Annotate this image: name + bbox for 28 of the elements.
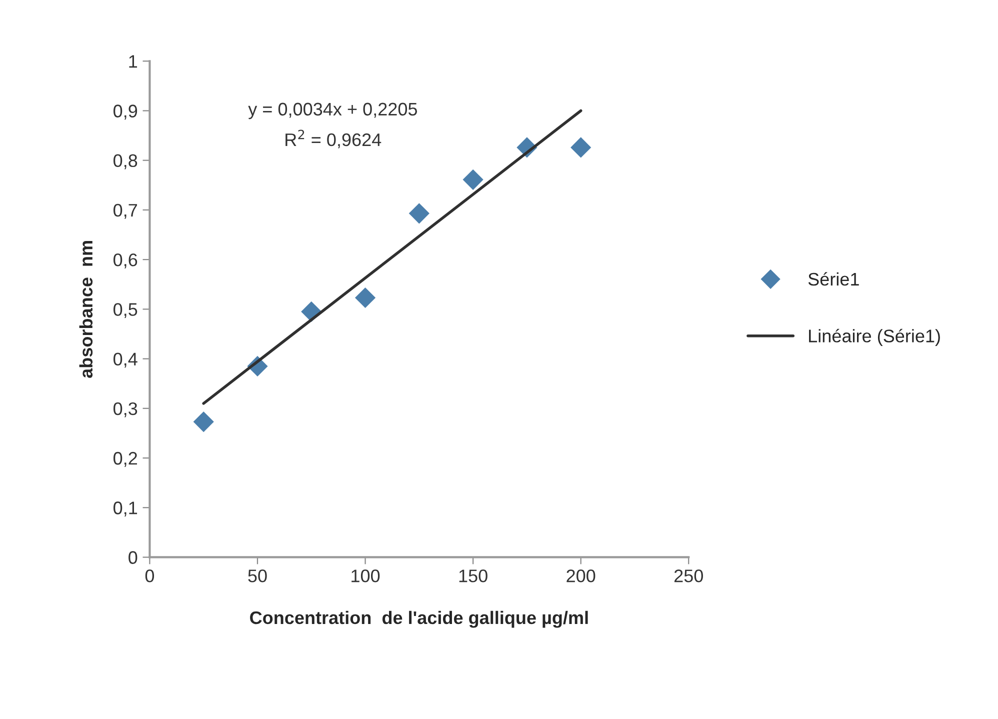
- y-tick-label: 0,6: [114, 253, 138, 268]
- annotation: y = 0,0034x + 0,2205: [248, 102, 418, 120]
- x-tick-label: 200: [566, 570, 596, 582]
- x-tick-label: 250: [674, 570, 703, 582]
- point: [193, 411, 214, 432]
- x-tick-label: 0: [145, 570, 154, 582]
- y-tick-label: 0,2: [114, 452, 137, 467]
- legend-label: Série1: [808, 272, 859, 286]
- y-axis-title: absorbance nm: [79, 241, 93, 378]
- point: [354, 287, 376, 308]
- point: [570, 137, 592, 158]
- y-tick-label: 0,5: [114, 303, 138, 318]
- x-tick-label: 50: [248, 570, 267, 582]
- x-tick-label: 100: [352, 570, 380, 582]
- point: [462, 169, 484, 190]
- y-tick-label: 0,9: [114, 104, 138, 120]
- y-tick-label: 0: [128, 551, 138, 564]
- y-tick-label: 0,1: [114, 502, 138, 516]
- point: [408, 203, 430, 224]
- y-tick-label: 0,7: [114, 204, 137, 219]
- y-tick-label: 0,8: [114, 154, 138, 170]
- x-axis-title: Concentration de l'acide gallique µg/ml: [250, 610, 588, 628]
- legend-label: Linéaire (Série1): [809, 328, 940, 346]
- y-tick-label: 0,4: [114, 352, 138, 368]
- annotation: R$^{2}$ = 0,9624: [286, 130, 382, 148]
- y-tick-label: 0,3: [114, 402, 138, 418]
- x-tick-label: 150: [459, 570, 488, 582]
- y-tick-label: 1: [129, 55, 138, 68]
